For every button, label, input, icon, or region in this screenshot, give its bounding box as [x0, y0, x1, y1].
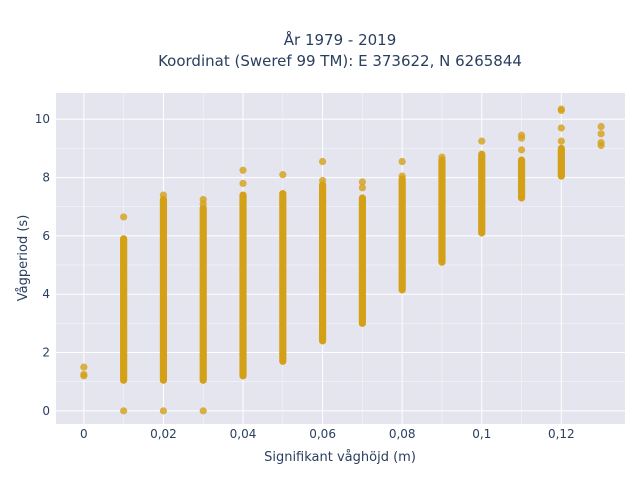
tick-labels: 0 0,02 0,04 0,06 0,08 0,1 0,12 0 2 4 6 8 10 — [35, 112, 575, 441]
data-point — [120, 407, 128, 415]
chart-title-line2: Koordinat (Sweref 99 TM): E 373622, N 62… — [158, 52, 522, 70]
y-tick-label: 6 — [42, 229, 50, 243]
x-tick-label: 0,1 — [472, 427, 491, 441]
data-point — [358, 184, 366, 192]
data-point — [199, 407, 207, 415]
data-point — [80, 363, 88, 371]
data-point — [199, 195, 207, 204]
data-point — [517, 131, 526, 139]
data-point — [597, 138, 605, 147]
data-point — [318, 176, 327, 185]
data-point — [597, 122, 605, 131]
data-point-run — [478, 150, 486, 237]
chart-title-line1: År 1979 - 2019 — [284, 30, 397, 49]
data-point — [120, 213, 128, 221]
data-point — [318, 157, 327, 166]
y-tick-label: 8 — [42, 171, 50, 185]
x-tick-label: 0,12 — [548, 427, 575, 441]
y-tick-label: 10 — [35, 112, 50, 126]
data-point-run — [199, 204, 207, 384]
x-tick-label: 0,04 — [230, 427, 257, 441]
data-point-run — [517, 156, 526, 202]
data-point — [398, 172, 406, 180]
x-tick-label: 0,06 — [309, 427, 336, 441]
data-point-run — [120, 235, 128, 384]
data-point — [358, 178, 366, 186]
y-axis-title: Vågperiod (s) — [16, 215, 31, 302]
data-point — [517, 146, 526, 154]
data-point — [557, 137, 565, 145]
data-point-run — [159, 195, 168, 384]
data-point — [80, 370, 88, 379]
data-point — [398, 157, 406, 166]
data-point-run — [279, 190, 287, 365]
data-points — [80, 105, 605, 415]
data-point — [438, 153, 446, 161]
y-tick-label: 2 — [42, 346, 50, 360]
data-ranges — [120, 144, 565, 384]
data-point — [239, 179, 247, 188]
plot-area — [56, 93, 625, 424]
data-point-run — [438, 156, 446, 266]
x-tick-label: 0,02 — [150, 427, 177, 441]
x-tick-label: 0,08 — [389, 427, 416, 441]
data-point-run — [318, 181, 327, 345]
data-point-run — [398, 175, 406, 294]
x-axis-title: Signifikant våghöjd (m) — [264, 450, 416, 465]
data-point-run — [358, 194, 366, 327]
data-point — [159, 191, 168, 199]
data-point — [597, 130, 605, 138]
x-tick-label: 0 — [80, 427, 88, 441]
data-point — [557, 124, 565, 132]
data-point — [159, 407, 168, 415]
y-tick-label: 0 — [42, 404, 50, 418]
data-point — [557, 105, 565, 113]
y-tick-label: 4 — [42, 287, 50, 301]
data-point — [239, 166, 247, 174]
data-point — [279, 171, 287, 179]
data-point-run — [557, 144, 565, 180]
data-point-run — [239, 191, 247, 380]
data-point — [478, 137, 486, 145]
